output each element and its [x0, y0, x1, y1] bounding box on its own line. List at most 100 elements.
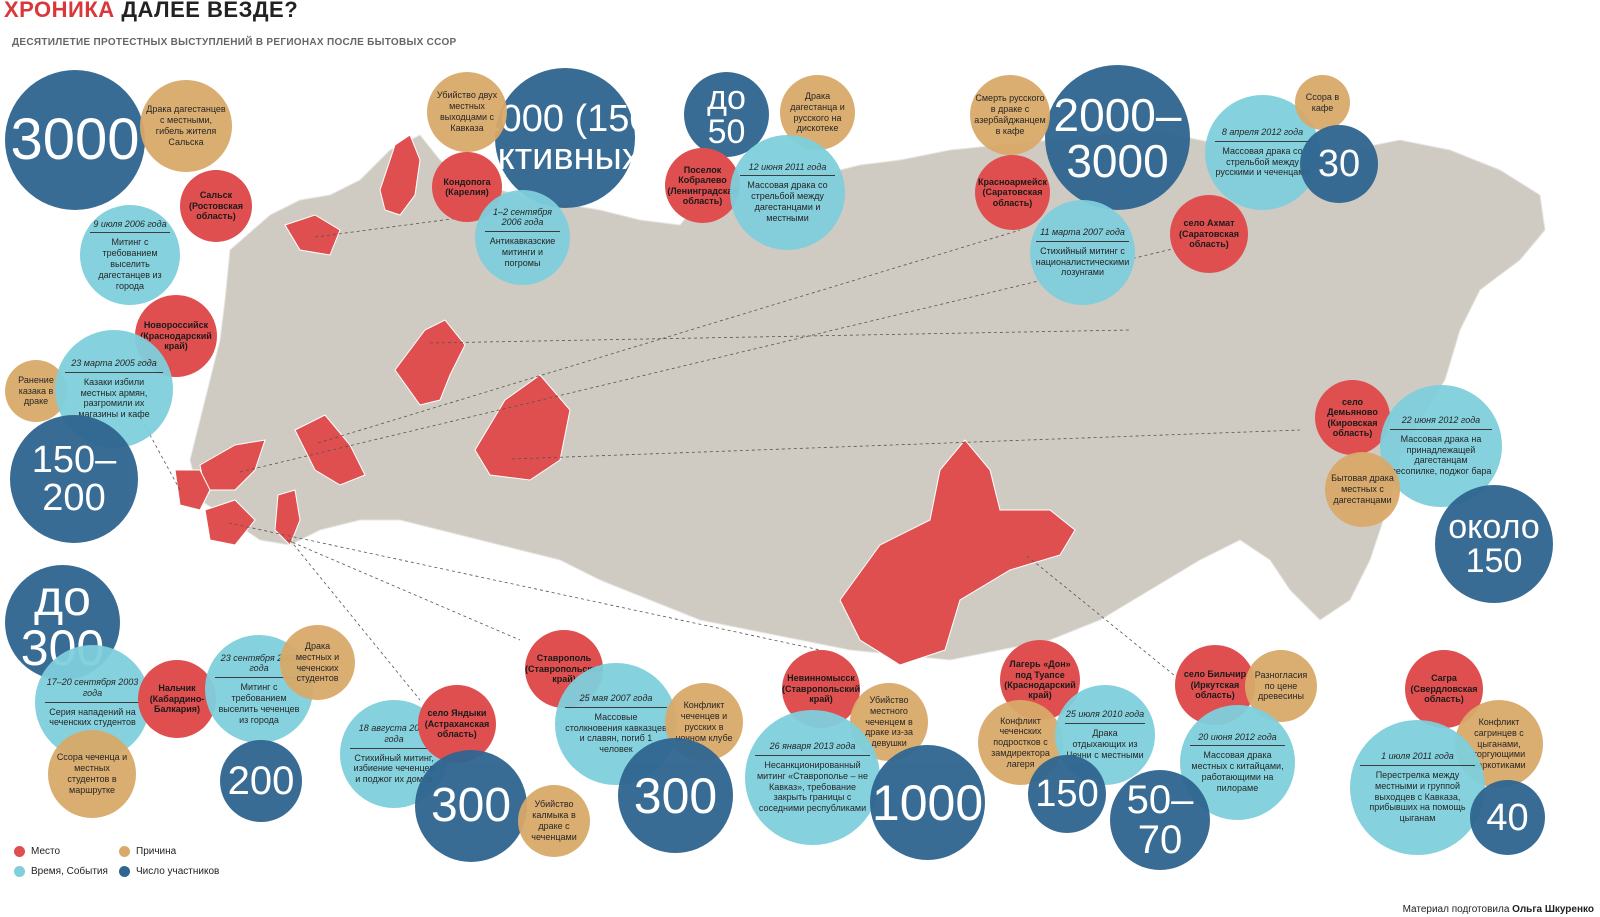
- count-krasnoarmeysk: 2000–3000: [1045, 65, 1190, 210]
- place-salsk: Сальск (Ростовская область): [180, 170, 252, 242]
- count-nevinnomyssk: 1000: [870, 745, 985, 860]
- time-sagra: 1 июля 2011 года Перестрелка между местны…: [1350, 720, 1485, 855]
- date-nalchik: 17–20 сентября 2003 года: [45, 677, 140, 703]
- legend-place-label: Место: [31, 846, 61, 857]
- count-2005b-text: 200: [227, 759, 295, 803]
- count-novorossiysk: 150–200: [10, 415, 138, 543]
- count-kondopoga-text: 2000 (150 активных): [476, 98, 654, 178]
- count-2005b: 200: [220, 740, 302, 822]
- event-salsk: Митинг с требованием выселить дагестанце…: [98, 237, 162, 291]
- place-kobralevo-text: Поселок Кобралево (Ленинградская область…: [667, 164, 738, 206]
- date-nevinnomyssk: 26 января 2013 года: [755, 741, 870, 756]
- place-demyanovo: село Демьяново (Кировская область): [1315, 380, 1390, 455]
- count-krasnoarmeysk-text: 2000–3000: [1053, 88, 1182, 187]
- cause-krasnoarmeysk: Смерть русского в драке с азербайджанцем…: [970, 75, 1050, 155]
- map-area: 3000 Драка дагестанцев с местными, гибел…: [0, 60, 1600, 890]
- count-akhmat: 30: [1300, 125, 1378, 203]
- count-kobralevo-text: до 50: [707, 78, 746, 151]
- legend-count: Число участников: [119, 866, 219, 877]
- legend-cause-swatch: [119, 846, 130, 857]
- count-sagra: 40: [1470, 780, 1545, 855]
- event-kobralevo: Массовая драка со стрельбой между дагест…: [747, 180, 828, 223]
- count-kobralevo: до 50: [684, 72, 769, 157]
- event-kondopoga: Антикавказские митинги и погромы: [489, 236, 556, 268]
- event-bilchir: Массовая драка местных с китайцами, рабо…: [1191, 750, 1284, 793]
- place-bilchir-text: село Бильчир (Иркутская область): [1183, 669, 1247, 701]
- count-akhmat-text: 30: [1317, 143, 1361, 185]
- date-krasnoarmeysk: 11 марта 2007 года: [1035, 227, 1130, 242]
- date-don: 25 июля 2010 года: [1065, 709, 1145, 725]
- region-irkutsk: [839, 439, 1076, 666]
- count-novorossiysk-text: 150–200: [31, 439, 117, 519]
- event-krasnoarmeysk: Стихийный митинг с националистическими л…: [1035, 245, 1130, 278]
- place-demyanovo-text: село Демьяново (Кировская область): [1327, 396, 1378, 438]
- time-kobralevo: 12 июня 2011 года Массовая драка со стрел…: [730, 135, 845, 250]
- place-nalchik: Нальчик (Кабардино-Балкария): [138, 660, 216, 738]
- count-demyanovo-text: около 150: [1448, 508, 1540, 580]
- page-subtitle: ДЕСЯТИЛЕТИЕ ПРОТЕСТНЫХ ВЫСТУПЛЕНИЙ В РЕГ…: [12, 37, 457, 48]
- date-sagra: 1 июля 2011 года: [1360, 751, 1475, 766]
- region-saratov: [294, 414, 366, 486]
- count-nevinnomyssk-text: 1000: [871, 774, 984, 831]
- event-novorossiysk: Казаки избили местных армян, разгромили …: [78, 376, 150, 420]
- count-sagra-text: 40: [1486, 796, 1529, 839]
- legend-time: Время, События: [14, 866, 108, 877]
- count-salsk: 3000: [5, 70, 145, 210]
- place-akhmat-text: село Ахмат (Саратовская область): [1179, 218, 1239, 250]
- place-novorossiysk-text: Новороссийск (Краснодарский край): [140, 320, 212, 352]
- date-stavropol: 25 мая 2007 года: [565, 693, 667, 708]
- event-sagra: Перестрелка между местными и группой вых…: [1369, 769, 1466, 824]
- legend-cause-label: Причина: [136, 846, 177, 857]
- place-stavropol-text: Ставрополь (Ставропольский край): [525, 653, 603, 685]
- time-salsk: 9 июля 2006 года Митинг с требованием выс…: [80, 205, 180, 305]
- cause-novorossiysk: Ранение казака в драке: [5, 360, 67, 422]
- legend-place-swatch: [14, 846, 25, 857]
- cause-yandyki-text: Убийство калмыка в драке с чеченцами: [531, 799, 577, 842]
- date-bilchir: 20 июня 2012 года: [1190, 732, 1285, 747]
- title-part-1: ХРОНИКА: [4, 0, 115, 22]
- cause-novorossiysk-text: Ранение казака в драке: [18, 374, 54, 407]
- date-yandyki: 18 августа 2005 года: [350, 723, 438, 749]
- place-krasnoarmeysk-text: Красноармейск (Саратовская область): [977, 176, 1048, 208]
- place-kondopoga-text: Кондопога (Карелия): [443, 176, 491, 197]
- time-nevinnomyssk: 26 января 2013 года Несанкционированный м…: [745, 710, 880, 845]
- credit: Материал подготовила Ольга Шкуренко: [1403, 904, 1594, 915]
- place-akhmat: село Ахмат (Саратовская область): [1170, 195, 1248, 273]
- place-salsk-text: Сальск (Ростовская область): [188, 190, 244, 222]
- cause-yandyki: Убийство калмыка в драке с чеченцами: [518, 785, 590, 857]
- legend-time-label: Время, События: [31, 866, 108, 877]
- cause-demyanovo-text: Бытовая драка местных с дагестанцами: [1331, 473, 1394, 505]
- connector-lines: [119, 209, 1301, 701]
- cause-don-text: Конфликт чеченских подростков с замдирек…: [991, 715, 1050, 769]
- date-akhmat: 8 апреля 2012 года: [1215, 127, 1310, 142]
- credit-prefix: Материал подготовила: [1402, 904, 1510, 915]
- cause-nalchik-text: Ссора чеченца и местных студентов в марш…: [56, 752, 128, 795]
- place-nalchik-text: Нальчик (Кабардино-Балкария): [149, 683, 205, 715]
- title-part-2: ДАЛЕЕ ВЕЗДЕ?: [121, 0, 299, 22]
- cause-sagra-text: Конфликт сагринцев с цыганами, торгующим…: [1472, 717, 1526, 771]
- date-kondopoga: 1–2 сентября 2006 года: [485, 207, 560, 233]
- time-krasnoarmeysk: 11 марта 2007 года Стихийный митинг с нац…: [1030, 200, 1135, 305]
- cause-nevinnomyssk-text: Убийство местного чеченцем в драке из-за…: [864, 695, 914, 749]
- event-demyanovo: Массовая драка на принадлежащей дагестан…: [1390, 433, 1492, 477]
- cause-akhmat: Ссора в кафе: [1295, 75, 1350, 130]
- cause-krasnoarmeysk-text: Смерть русского в драке с азербайджанцем…: [974, 93, 1046, 136]
- region-krasnodar: [174, 469, 211, 511]
- date-salsk: 9 июля 2006 года: [90, 219, 170, 234]
- region-kirov: [394, 319, 466, 406]
- date-novorossiysk: 23 марта 2005 года: [65, 358, 163, 373]
- legend-place: Место: [14, 846, 60, 857]
- cause-kondopoga-text: Убийство двух местных выходцами с Кавказ…: [436, 90, 498, 133]
- place-kondopoga: Кондопога (Карелия): [432, 152, 502, 222]
- count-stavropol: 300: [618, 738, 733, 853]
- place-don-text: Лагерь «Дон» под Туапсе (Краснодарский к…: [1004, 659, 1076, 701]
- time-kondopoga: 1–2 сентября 2006 года Антикавказские мит…: [475, 190, 570, 285]
- event-don: Драка отдыхающих из Чечни с местными: [1066, 728, 1144, 760]
- count-bilchir-text: 50–70: [1126, 778, 1194, 862]
- date-kobralevo: 12 июня 2011 года: [740, 162, 835, 177]
- cause-2005b-text: Драка местных и чеченских студентов: [295, 640, 340, 684]
- event-akhmat: Массовая драка со стрельбой между русски…: [1215, 145, 1310, 178]
- legend: Место Причина Время, События Число участ…: [14, 846, 244, 896]
- legend-cause: Причина: [119, 846, 176, 857]
- cause-kondopoga: Убийство двух местных выходцами с Кавказ…: [427, 72, 507, 152]
